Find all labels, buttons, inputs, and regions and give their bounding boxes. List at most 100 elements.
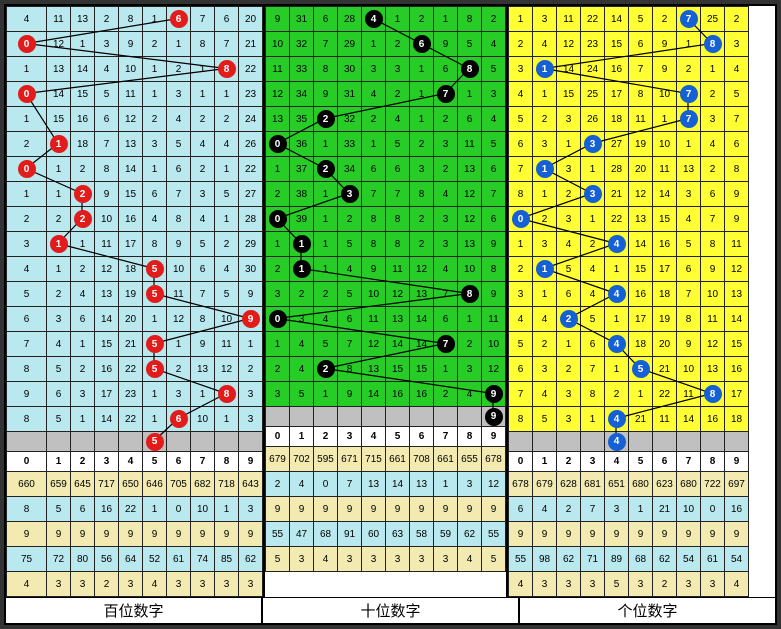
col-header: 8 [215,452,239,472]
grid-cell: 1 [434,7,458,32]
col-header: 2 [557,452,581,472]
grid-cell: 6 [701,182,725,207]
col-header: 3 [338,427,362,447]
panel-ge: 1311221452725224122315691833114241679214… [506,6,749,597]
grid-cell: 11 [215,332,239,357]
grid-cell: 25 [581,82,605,107]
stat-cell: 60 [362,522,386,547]
stat-cell: 74 [191,547,215,572]
stat-cell: 4 [458,547,482,572]
grid-cell: 29 [239,232,263,257]
grid-cell: 37 [290,157,314,182]
stat-cell: 705 [167,472,191,497]
stat-cell: 595 [314,447,338,472]
grid-cell: 8 [701,232,725,257]
grid-cell: 5 [215,182,239,207]
grid-cell: 1 [167,32,191,57]
col-header: 7 [191,452,215,472]
grid-cell: 8 [7,357,47,382]
grid-cell: 15 [47,107,71,132]
spacer-cell [314,407,338,427]
stat-cell: 61 [167,547,191,572]
grid-cell: 6 [482,157,506,182]
grid-cell: 4 [290,332,314,357]
grid-cell: 6 [143,182,167,207]
stat-cell: 660 [7,472,47,497]
grid-cell: 1 [7,57,47,82]
grid-cell: 7 [677,82,701,107]
grid-cell: 2 [509,32,533,57]
spacer-cell: 4 [605,432,629,452]
grid-cell: 17 [95,382,119,407]
grid-cell: 4 [7,257,47,282]
grid-cell: 3 [509,57,533,82]
grid-cell: 3 [7,232,47,257]
grid-cell: 8 [362,232,386,257]
stat-cell: 12 [482,472,506,497]
grid-cell: 1 [215,82,239,107]
col-header: 6 [410,427,434,447]
grid-cell: 10 [701,282,725,307]
ball-marker: 0 [269,135,287,153]
grid-cell: 8 [458,282,482,307]
grid-cell: 13 [629,207,653,232]
grid-cell: 5 [386,132,410,157]
stat-cell: 52 [143,547,167,572]
stat-cell: 98 [533,547,557,572]
stat-cell: 58 [410,522,434,547]
grid-cell: 5 [338,232,362,257]
grid-cell: 1 [290,257,314,282]
stat-cell: 16 [95,497,119,522]
grid-cell: 1 [362,132,386,157]
grid-cell: 16 [629,282,653,307]
ball-marker: 3 [584,135,602,153]
grid-cell: 3 [290,307,314,332]
grid-cell: 4 [47,332,71,357]
ball-marker: 7 [437,335,455,353]
stat-cell: 681 [581,472,605,497]
grid-cell: 2 [410,132,434,157]
ball-marker: 7 [680,110,698,128]
grid-cell: 2 [47,207,71,232]
grid-cell: 2 [314,107,338,132]
grid-cell: 26 [239,132,263,157]
grid-cell: 8 [509,182,533,207]
grid-cell: 3 [725,32,749,57]
stat-cell: 9 [482,497,506,522]
stat-cell: 9 [95,522,119,547]
grid-cell: 4 [533,32,557,57]
grid-cell: 12 [47,32,71,57]
spacer-cell [677,432,701,452]
grid-cell: 28 [338,7,362,32]
stat-cell: 68 [629,547,653,572]
grid-cell: 4 [557,232,581,257]
grid-cell: 1 [386,7,410,32]
spacer-cell [410,407,434,427]
stat-cell: 9 [629,522,653,547]
grid-cell: 29 [338,32,362,57]
grid-cell: 6 [95,107,119,132]
grid-cell: 4 [167,107,191,132]
stat-cell: 9 [509,522,533,547]
grid-cell: 7 [434,332,458,357]
grid-cell: 5 [482,57,506,82]
col-header: 2 [314,427,338,447]
grid-cell: 31 [338,82,362,107]
spacer-cell [215,432,239,452]
grid-cell: 1 [314,257,338,282]
grid-cell: 5 [143,257,167,282]
grid-cell: 11 [725,232,749,257]
stat-cell: 7 [338,472,362,497]
grid-cell: 7 [434,82,458,107]
grid-cell: 5 [725,82,749,107]
spacer-cell [191,432,215,452]
grid-cell: 1 [143,382,167,407]
ball-marker: 2 [317,360,335,378]
grid-cell: 9 [653,32,677,57]
grid-cell: 1 [458,307,482,332]
grid-cell: 4 [605,407,629,432]
grid-cell: 3 [95,32,119,57]
lottery-chart: 4111328167620012139218721113144101218220… [4,4,777,625]
grid-cell: 3 [239,382,263,407]
grid-cell: 7 [509,157,533,182]
